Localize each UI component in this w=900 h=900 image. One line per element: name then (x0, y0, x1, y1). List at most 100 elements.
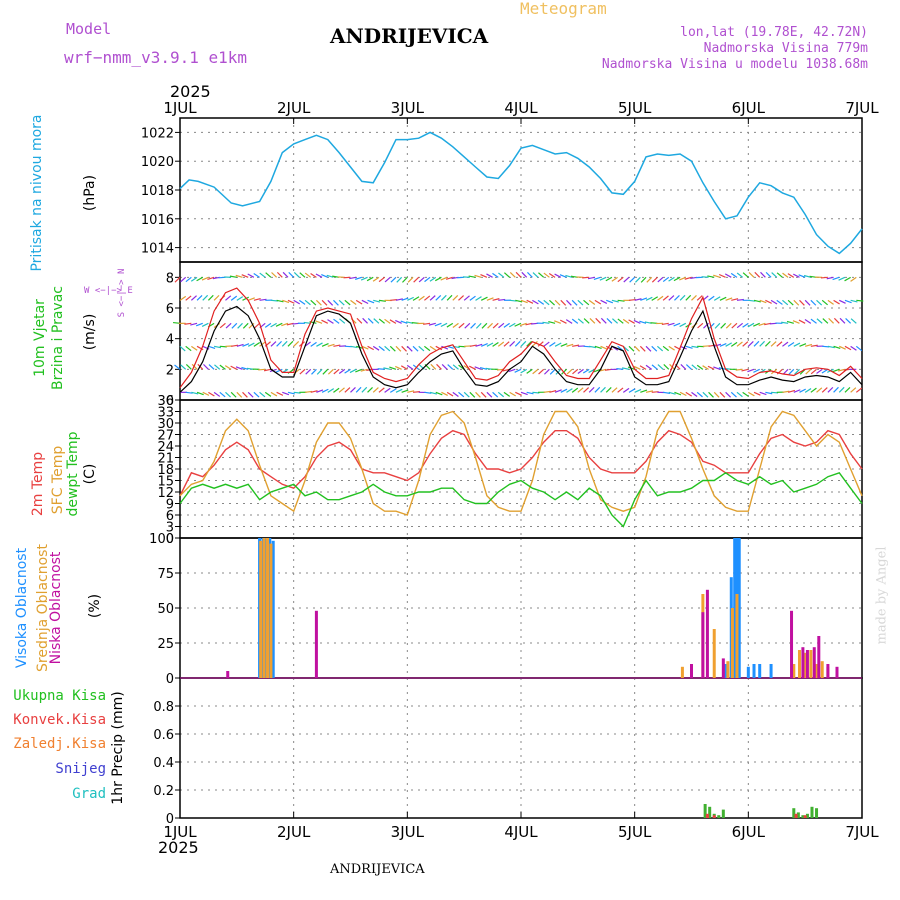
wind-arrow (639, 345, 646, 352)
wind-arrow (679, 391, 687, 397)
wind-arrow (543, 299, 550, 306)
wind-arrow (532, 299, 539, 305)
wind-arrow (810, 368, 817, 375)
wind-arrow (418, 276, 425, 283)
wind-arrow (247, 342, 255, 347)
wind-arrow (753, 299, 761, 303)
wind-arrow (566, 343, 574, 347)
wind-arrow (753, 391, 761, 396)
cloud-bar-low (705, 589, 709, 678)
wind-arrow (271, 272, 278, 278)
wind-arrow (230, 391, 237, 398)
wind-arrow (770, 299, 778, 305)
wind-arrow (208, 345, 216, 350)
wind-arrow (554, 273, 562, 278)
wind-arrow (702, 365, 709, 370)
wind-arrow (287, 340, 294, 347)
wind-arrow (520, 391, 528, 396)
wind-arrow (577, 299, 584, 306)
wind-arrow (321, 299, 328, 306)
wind-arrow (464, 322, 471, 329)
wind-arrow (384, 276, 391, 283)
wind-arrow (355, 368, 363, 373)
wind-arrow (593, 276, 601, 281)
wind-arrow (190, 276, 198, 282)
wind-arrow (839, 345, 846, 350)
wind-gust-line (179, 287, 863, 389)
wind-arrow (559, 274, 567, 278)
wind-arrow (282, 299, 290, 304)
wind-arrow (452, 364, 459, 370)
wind-arrow (452, 391, 459, 397)
wind-arrow (759, 340, 766, 347)
wind-arrow (833, 299, 840, 305)
wind-arrow (571, 299, 578, 306)
wind-arrow (645, 364, 653, 370)
wind-arrow (657, 295, 664, 301)
wind-arrow (685, 364, 692, 370)
wind-arrow (520, 299, 528, 304)
wind-arrow (628, 345, 635, 352)
wind-arrow (412, 345, 419, 352)
wind-arrow (315, 273, 323, 278)
wind-arrow (657, 345, 664, 352)
wind-arrow (475, 343, 483, 347)
wind-arrow (605, 387, 612, 393)
precip-bar (708, 806, 712, 818)
wind-arrow (497, 391, 505, 398)
wind-arrow (594, 386, 601, 393)
wind-arrow (725, 297, 733, 301)
wind-arrow (508, 368, 516, 373)
wind-arrow (469, 344, 477, 347)
wind-arrow (190, 322, 198, 326)
wind-arrow (486, 297, 494, 301)
ytick-label-precip: 0.2 (153, 784, 174, 799)
x-label-top: 2JUL (277, 99, 311, 117)
wind-arrow (537, 299, 545, 305)
wind-arrow (316, 389, 324, 393)
wind-arrow (480, 343, 488, 347)
wind-arrow (662, 345, 670, 352)
cloud-bar-high (271, 540, 275, 678)
ytick-label-precip: 0.8 (153, 700, 174, 715)
wind-arrow (264, 322, 272, 328)
wind-arrow (850, 299, 858, 303)
wind-arrow (549, 341, 556, 347)
wind-arrow (799, 299, 805, 306)
wind-arrow (469, 391, 476, 398)
wind-arrow (201, 322, 209, 327)
wind-arrow (782, 299, 789, 306)
wind-arrow (771, 272, 778, 278)
wind-arrow (832, 368, 840, 373)
cloud-bar-low (812, 647, 816, 678)
wind-arrow (622, 367, 630, 370)
wind-arrow (360, 276, 368, 281)
wind-arrow (440, 276, 448, 281)
wind-arrow (395, 298, 403, 301)
wind-arrow (237, 322, 243, 329)
precip-bar (810, 806, 814, 818)
wind-arrow (333, 299, 339, 306)
wind-arrow (299, 299, 306, 305)
wind-arrow (338, 387, 345, 393)
ytick-label-clouds: 50 (157, 602, 174, 617)
precip-bar (803, 815, 807, 818)
wind-arrow (719, 342, 727, 347)
wind-arrow (281, 322, 289, 327)
cloud-bar-high (769, 664, 773, 678)
wind-arrow (657, 364, 664, 370)
wind-arrow (696, 364, 704, 370)
wind-arrow (428, 322, 436, 326)
cloud-bar-mid (262, 538, 266, 678)
wind-arrow (701, 276, 709, 278)
wind-arrow (725, 342, 733, 347)
wind-arrow (310, 299, 317, 306)
wind-arrow (521, 271, 528, 278)
wind-arrow (487, 322, 494, 329)
wind-arrow (600, 386, 606, 393)
wind-arrow (760, 271, 766, 278)
precip-bar (796, 812, 800, 818)
wind-arrow (786, 320, 794, 324)
wind-arrow (402, 276, 408, 283)
wind-arrow (275, 322, 283, 327)
